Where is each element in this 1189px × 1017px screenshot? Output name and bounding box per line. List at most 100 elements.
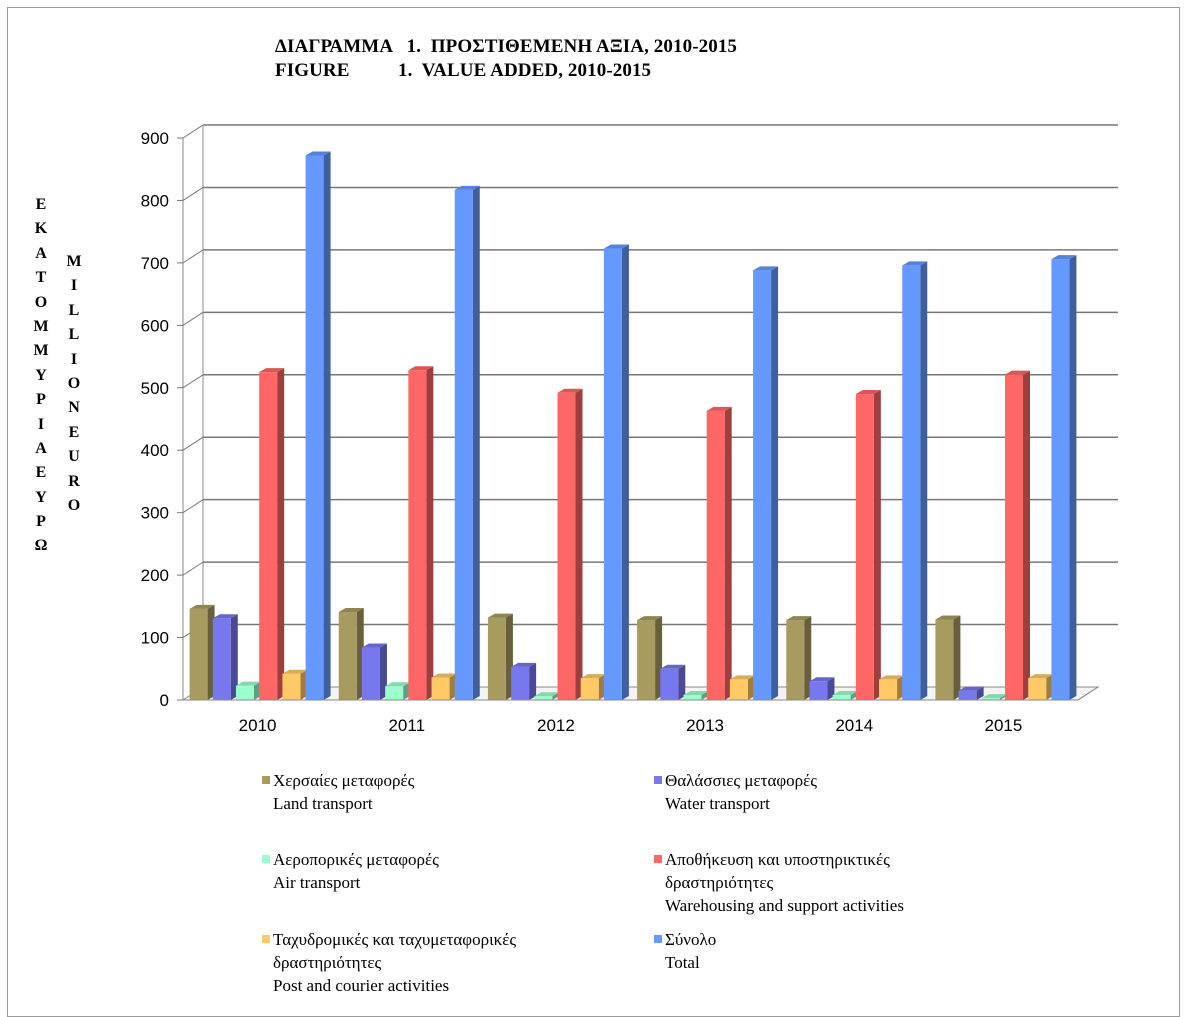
legend-swatch xyxy=(262,935,270,943)
gridline-slant xyxy=(182,561,204,576)
legend-label: Θαλάσσιες μεταφορές xyxy=(665,771,818,790)
legend-item: Σύνολο Total xyxy=(654,928,717,974)
legend-item: Αεροπορικές μεταφορές Air transport xyxy=(262,848,439,894)
y-axis-label-greek-letter: Μ xyxy=(33,342,49,360)
bar xyxy=(282,669,308,700)
x-tick-label: 2015 xyxy=(985,716,1023,735)
gridline-slant xyxy=(182,499,204,514)
gridline-slant xyxy=(182,187,204,201)
legend-label: Ταχυδρομικές και ταχυμεταφορικές xyxy=(273,930,517,949)
y-axis-label-greek-letter: Ρ xyxy=(36,513,46,531)
legend-label: Air transport xyxy=(273,873,361,892)
y-axis-label-greek-letter: Τ xyxy=(35,269,47,287)
x-tick-label: 2013 xyxy=(686,716,724,735)
bar xyxy=(1051,255,1077,701)
bar xyxy=(580,674,606,700)
bar xyxy=(753,266,779,700)
y-axis-label-english-letter: I xyxy=(70,277,78,295)
legend-label: Αποθήκευση και υποστηρικτικές xyxy=(665,850,890,869)
x-axis-edge xyxy=(1077,686,1099,701)
legend-item: Θαλάσσιες μεταφορές Water transport xyxy=(654,769,818,815)
bar xyxy=(385,682,411,700)
bar xyxy=(935,615,961,700)
bar xyxy=(958,686,984,700)
y-axis-label-greek-letter: Ρ xyxy=(36,391,46,409)
legend-label: Water transport xyxy=(665,794,770,813)
x-tick-label: 2012 xyxy=(537,716,575,735)
y-axis-label-greek-letter: Κ xyxy=(34,220,48,238)
legend-item: Αποθήκευση και υποστηρικτικές δραστηριότη… xyxy=(654,848,904,917)
y-axis-label-greek-letter: Ε xyxy=(35,464,47,482)
bar xyxy=(786,616,812,700)
legend-label: Total xyxy=(665,953,700,972)
y-axis-label-english-letter: R xyxy=(68,472,80,490)
bar xyxy=(189,604,215,700)
legend-label: δραστηριότητες xyxy=(665,873,774,892)
bar xyxy=(361,643,387,700)
y-axis-label-greek-letter: Υ xyxy=(35,488,47,506)
y-axis-label-greek-letter: Α xyxy=(35,244,47,262)
bar xyxy=(902,261,928,700)
y-axis-label-english-letter: M xyxy=(66,253,82,270)
bar xyxy=(706,406,732,700)
legend-item: Χερσαίες μεταφορές Land transport xyxy=(262,769,415,815)
y-axis-label-english-letter: O xyxy=(67,496,81,514)
y-axis-label-english-letter: O xyxy=(67,374,81,392)
y-axis-label-english-letter: N xyxy=(68,399,80,417)
bar xyxy=(1005,370,1031,700)
bar xyxy=(603,244,629,700)
bar xyxy=(487,613,513,700)
legend-item: Ταχυδρομικές και ταχυμεταφορικές δραστηρι… xyxy=(262,928,517,997)
y-axis-label-english-letter: U xyxy=(68,448,80,466)
y-tick-label: 600 xyxy=(141,316,169,335)
y-axis-label-greek-letter: Υ xyxy=(35,366,47,384)
gridline-slant xyxy=(182,124,204,139)
legend-label: Σύνολο xyxy=(665,930,717,949)
bar xyxy=(235,681,261,700)
chart-title-greek: ΔΙΑΓΡΑΜΜΑ 1. ΠΡΟΣΤΙΘΕΜΕΝΗ ΑΞΙΑ, 2010-201… xyxy=(275,36,738,57)
bar xyxy=(259,368,285,700)
y-axis-label-greek-letter: Μ xyxy=(33,317,49,335)
bar xyxy=(408,366,434,700)
x-tick-label: 2014 xyxy=(835,716,873,735)
x-tick-label: 2010 xyxy=(239,716,277,735)
bar xyxy=(660,664,686,700)
bar xyxy=(212,614,238,700)
y-tick-label: 700 xyxy=(141,254,169,273)
y-axis-label-english-letter: E xyxy=(68,423,80,441)
legend-label: Land transport xyxy=(273,794,373,813)
y-tick-label: 400 xyxy=(141,441,169,460)
y-axis-label-english-letter: L xyxy=(68,326,80,344)
bar xyxy=(305,151,331,701)
x-tick-label: 2011 xyxy=(388,716,425,735)
y-axis-label-greek-letter: Ι xyxy=(37,415,45,433)
legend-label: Post and courier activities xyxy=(273,976,450,995)
chart-title-english: FIGURE 1. VALUE ADDED, 2010-2015 xyxy=(275,60,652,81)
legend-label: Χερσαίες μεταφορές xyxy=(273,771,415,790)
bar xyxy=(431,673,457,700)
y-axis-label-english-letter: L xyxy=(68,301,80,319)
gridline-slant xyxy=(182,436,204,451)
y-tick-label: 0 xyxy=(160,691,169,710)
y-tick-label: 200 xyxy=(141,566,169,585)
bar xyxy=(454,185,480,701)
y-tick-label: 300 xyxy=(141,504,169,523)
gridline-slant xyxy=(182,311,204,326)
y-tick-label: 500 xyxy=(141,379,169,398)
bar xyxy=(1028,674,1054,700)
bar xyxy=(557,388,583,700)
gridline-slant xyxy=(182,374,204,389)
legend-swatch xyxy=(654,855,662,863)
bar xyxy=(879,675,905,700)
y-axis-label-greek-letter: Ε xyxy=(35,196,47,213)
y-axis-label-greek-letter: Ω xyxy=(34,537,48,555)
legend-swatch xyxy=(654,776,662,784)
legend-label: Warehousing and support activities xyxy=(665,896,904,915)
legend-label: Αεροπορικές μεταφορές xyxy=(273,850,439,869)
y-axis-label-greek-letter: Ο xyxy=(34,293,48,311)
bar xyxy=(637,616,663,700)
